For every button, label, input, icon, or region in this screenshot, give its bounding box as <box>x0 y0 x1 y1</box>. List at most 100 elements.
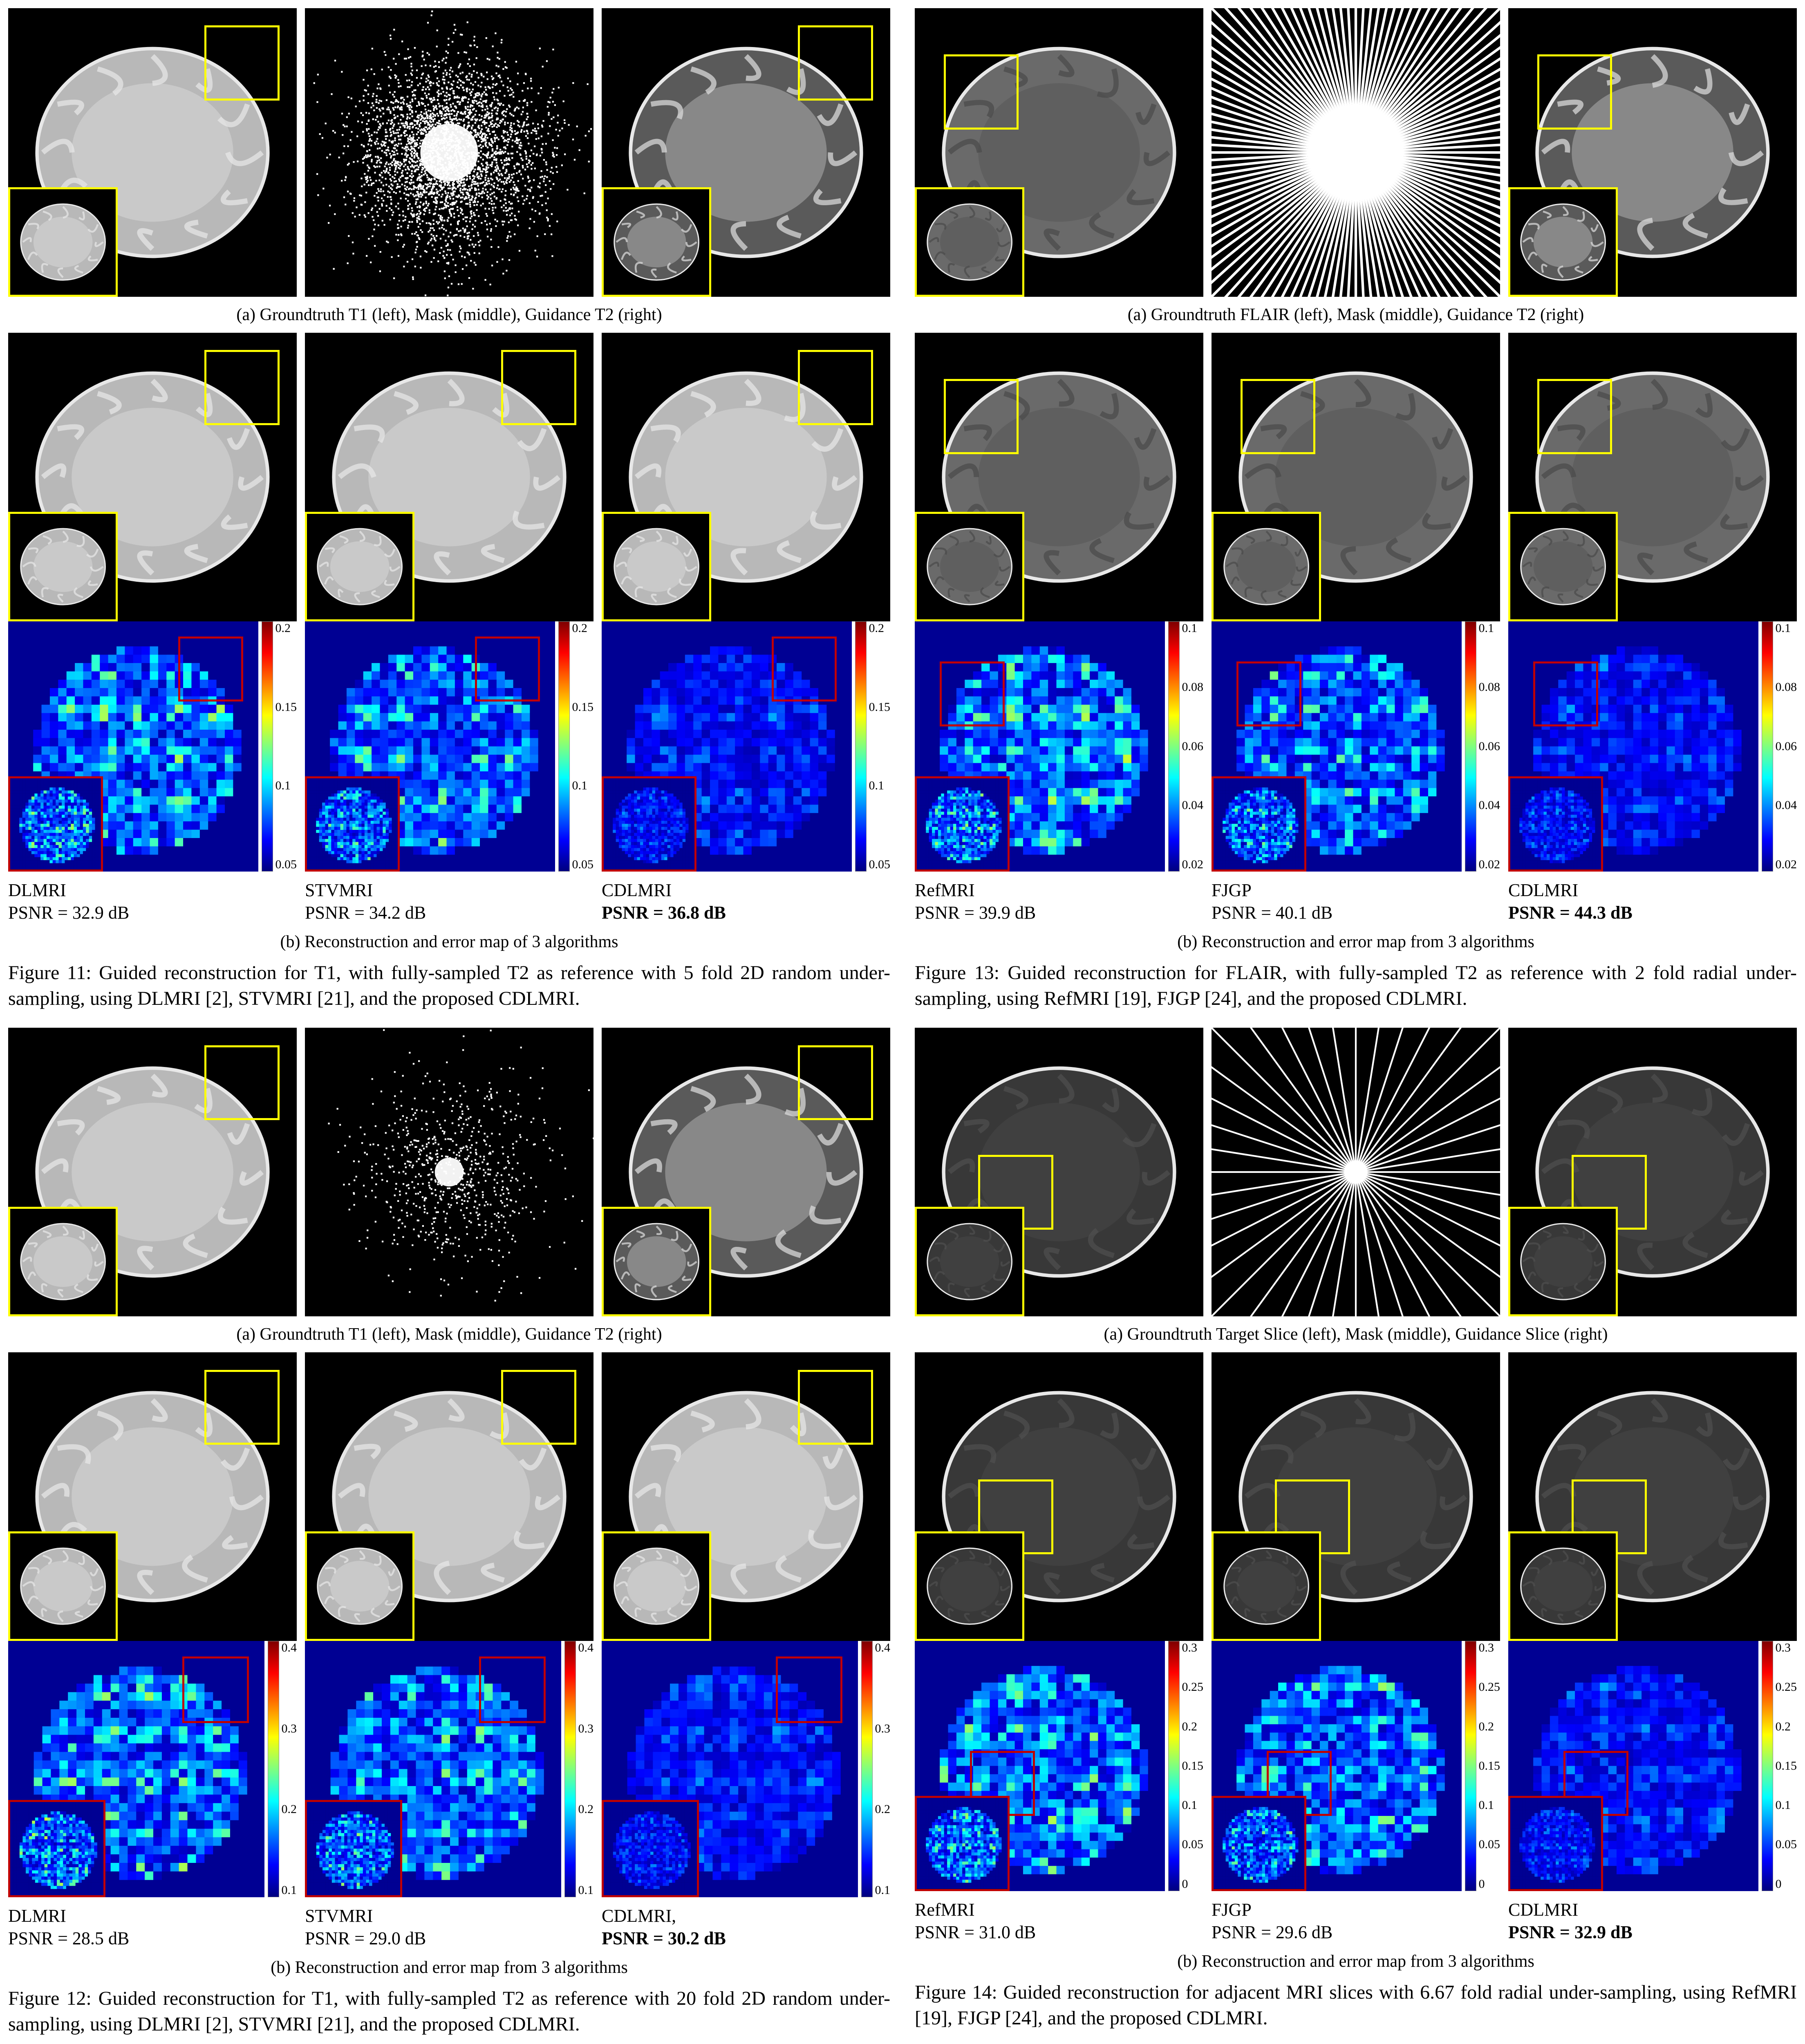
colorbar-tick: 0.04 <box>1479 798 1500 812</box>
algo-name: CDLMRI <box>1508 1900 1578 1920</box>
algo-psnr: PSNR = 39.9 dB <box>915 903 1036 923</box>
roi-box <box>204 1370 280 1445</box>
colorbar-ticks: 0.10.080.060.040.02 <box>1479 621 1500 872</box>
algo-label: FJGP PSNR = 40.1 dB <box>1212 879 1500 924</box>
zoom-inset-err <box>1212 1796 1306 1891</box>
colorbar-tick: 0.15 <box>1479 1759 1500 1773</box>
algo-cell: 0.40.30.20.1 DLMRI PSNR = 28.5 dB <box>8 1352 297 1950</box>
colorbar: 0.10.080.060.040.02 <box>1465 621 1500 872</box>
zoom-inset-err <box>602 1800 699 1897</box>
algo-cell: 0.40.30.20.1 CDLMRI, PSNR = 30.2 dB <box>602 1352 890 1950</box>
colorbar: 0.30.250.20.150.10.050 <box>1168 1641 1204 1891</box>
roi-box-err <box>479 1656 546 1723</box>
right-column: (a) Groundtruth FLAIR (left), Mask (midd… <box>915 8 1797 2037</box>
roi-box <box>204 25 280 101</box>
zoom-inset <box>915 512 1024 621</box>
colorbar-ticks: 0.40.30.20.1 <box>875 1641 891 1897</box>
error-map <box>915 621 1165 872</box>
algo-psnr: PSNR = 28.5 dB <box>8 1928 129 1948</box>
zoom-inset <box>1212 1531 1321 1641</box>
roi-box <box>501 350 576 425</box>
recon-panel <box>602 333 890 621</box>
roi-box <box>944 54 1019 130</box>
colorbar-tick: 0.3 <box>875 1722 891 1736</box>
colorbar-tick: 0.2 <box>1182 1720 1204 1734</box>
colorbar: 0.20.150.10.05 <box>262 621 297 872</box>
zoom-inset <box>915 1207 1024 1316</box>
roi-box <box>204 1045 280 1121</box>
algo-psnr: PSNR = 34.2 dB <box>305 903 426 923</box>
colorbar-tick: 0.02 <box>1776 858 1797 872</box>
subcaption-b: (b) Reconstruction and error map from 3 … <box>8 1958 890 1977</box>
recon-panel <box>1508 333 1797 621</box>
groundtruth-panel <box>8 8 297 297</box>
zoom-inset <box>8 512 118 621</box>
algo-name: CDLMRI, <box>602 1906 676 1926</box>
error-map-wrap: 0.20.150.10.05 <box>602 621 890 872</box>
roi-box-err <box>772 637 837 702</box>
colorbar-tick: 0.05 <box>1776 1838 1797 1851</box>
error-map <box>602 1641 858 1897</box>
subcaption-a: (a) Groundtruth FLAIR (left), Mask (midd… <box>915 305 1797 325</box>
colorbar-tick: 0.02 <box>1479 858 1500 872</box>
recon-panel <box>602 1352 890 1641</box>
recon-panel <box>8 1352 297 1641</box>
colorbar-tick: 0.1 <box>1182 1798 1204 1812</box>
error-map-wrap: 0.40.30.20.1 <box>602 1641 890 1897</box>
colorbar-ticks: 0.30.250.20.150.10.050 <box>1776 1641 1797 1891</box>
roi-box <box>204 350 280 425</box>
recon-panel <box>1508 1352 1797 1641</box>
colorbar-tick: 0.1 <box>1776 621 1797 635</box>
error-map-wrap: 0.20.150.10.05 <box>305 621 593 872</box>
zoom-inset-err <box>915 1796 1010 1891</box>
colorbar: 0.30.250.20.150.10.050 <box>1465 1641 1500 1891</box>
algo-label: CDLMRI PSNR = 36.8 dB <box>602 879 890 924</box>
roi-box-err <box>182 1656 249 1723</box>
algo-cell: 0.20.150.10.05 CDLMRI PSNR = 36.8 dB <box>602 333 890 924</box>
error-map-wrap: 0.40.30.20.1 <box>305 1641 593 1897</box>
zoom-inset-err <box>1508 1796 1603 1891</box>
guidance-panel <box>1508 8 1797 297</box>
colorbar: 0.20.150.10.05 <box>855 621 891 872</box>
zoom-inset <box>8 1207 118 1316</box>
colorbar-ticks: 0.20.150.10.05 <box>572 621 594 872</box>
row-b: 0.20.150.10.05 DLMRI PSNR = 32.9 dB <box>8 333 890 924</box>
algo-cell: 0.40.30.20.1 STVMRI PSNR = 29.0 dB <box>305 1352 593 1950</box>
row-b: 0.40.30.20.1 DLMRI PSNR = 28.5 dB <box>8 1352 890 1950</box>
zoom-inset-err <box>8 776 103 871</box>
colorbar-ticks: 0.30.250.20.150.10.050 <box>1182 1641 1204 1891</box>
algo-psnr: PSNR = 31.0 dB <box>915 1922 1036 1942</box>
subcaption-b: (b) Reconstruction and error map of 3 al… <box>8 932 890 952</box>
algo-psnr: PSNR = 30.2 dB <box>602 1928 726 1948</box>
colorbar: 0.30.250.20.150.10.050 <box>1762 1641 1797 1891</box>
figure-caption: Figure 11: Guided reconstruction for T1,… <box>8 960 890 1012</box>
colorbar-tick: 0.08 <box>1479 680 1500 694</box>
row-b: 0.30.250.20.150.10.050 RefMRI PSNR = 31.… <box>915 1352 1797 1943</box>
colorbar-tick: 0.3 <box>1776 1641 1797 1655</box>
colorbar-tick: 0 <box>1182 1877 1204 1891</box>
zoom-inset-err <box>1508 776 1603 871</box>
zoom-inset <box>1212 512 1321 621</box>
colorbar-tick: 0.3 <box>282 1722 297 1736</box>
zoom-inset <box>1508 1207 1618 1316</box>
colorbar-tick: 0.3 <box>1479 1641 1500 1655</box>
subcaption-b: (b) Reconstruction and error map from 3 … <box>915 1952 1797 1971</box>
zoom-inset <box>8 1531 118 1641</box>
row-b: 0.10.080.060.040.02 RefMRI PSNR = 39.9 d… <box>915 333 1797 924</box>
colorbar-ticks: 0.20.150.10.05 <box>275 621 297 872</box>
colorbar-ticks: 0.20.150.10.05 <box>869 621 891 872</box>
zoom-inset-err <box>1212 776 1306 871</box>
error-map <box>602 621 852 872</box>
colorbar-tick: 0 <box>1776 1877 1797 1891</box>
figure-caption: Figure 12: Guided reconstruction for T1,… <box>8 1986 890 2037</box>
colorbar-tick: 0.1 <box>275 779 297 793</box>
roi-box <box>798 350 873 425</box>
colorbar-tick: 0.3 <box>1182 1641 1204 1655</box>
zoom-inset-err <box>305 1800 402 1897</box>
algo-name: RefMRI <box>915 1900 975 1920</box>
algo-name: CDLMRI <box>1508 880 1578 900</box>
algo-cell: 0.30.250.20.150.10.050 RefMRI PSNR = 31.… <box>915 1352 1203 1943</box>
colorbar-tick: 0.06 <box>1776 740 1797 753</box>
colorbar-tick: 0.06 <box>1182 740 1204 753</box>
fig14: (a) Groundtruth Target Slice (left), Mas… <box>915 1028 1797 2031</box>
